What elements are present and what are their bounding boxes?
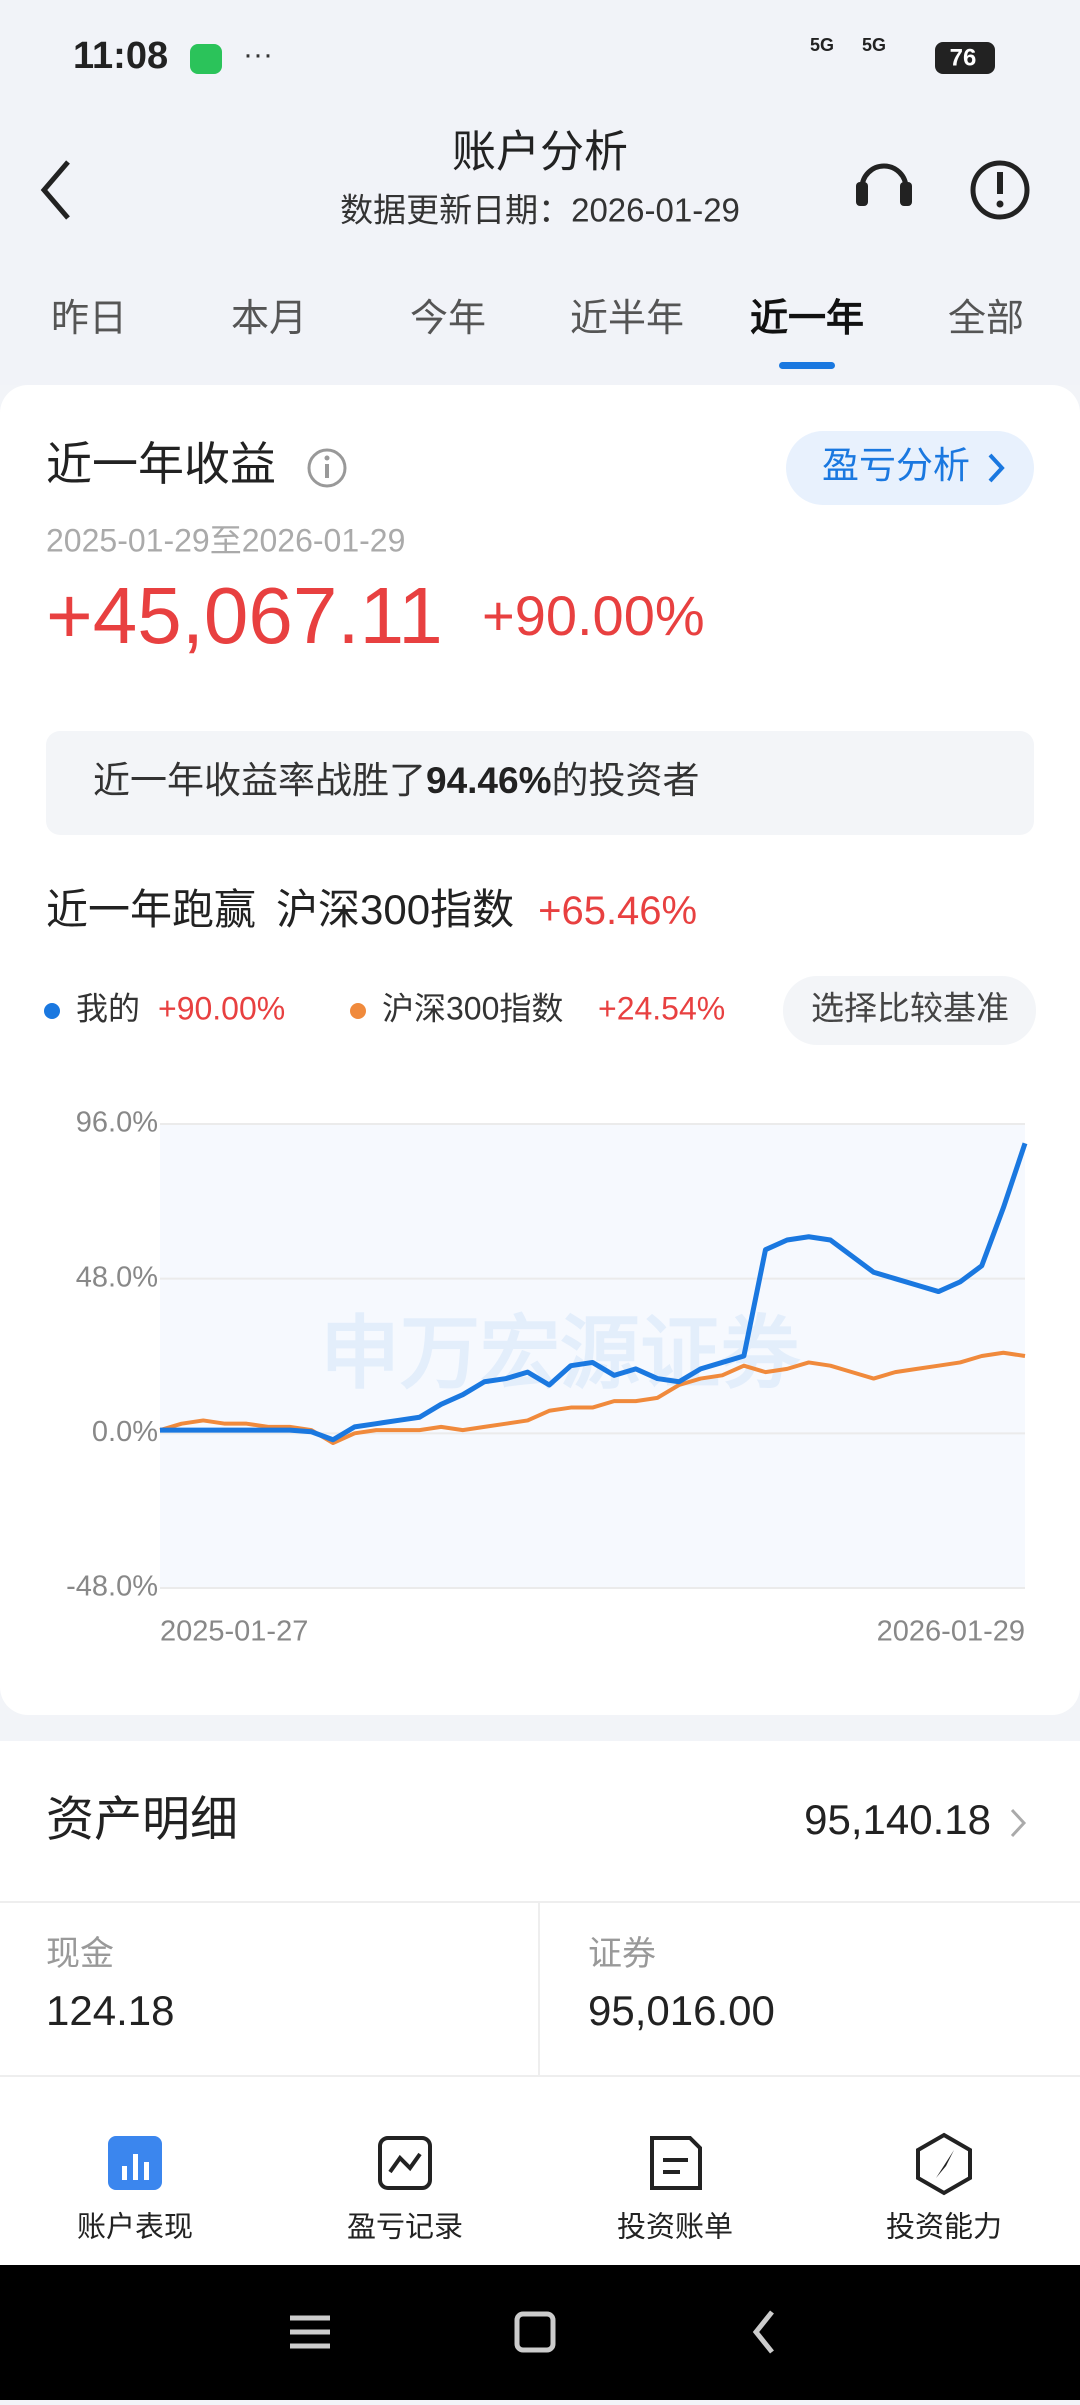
compare-value: +65.46%: [538, 889, 697, 933]
banner-value: 94.46%: [426, 760, 552, 801]
chevron[interactable]: [1010, 1808, 1027, 1838]
hint-icon[interactable]: [307, 448, 347, 488]
battery-level: 76: [950, 44, 977, 71]
legend-name: 沪深300指数: [382, 990, 563, 1026]
service-icon[interactable]: [856, 163, 912, 206]
legend-dot: [350, 1003, 366, 1019]
nav-label[interactable]: 盈亏记录: [347, 2212, 463, 2244]
info-icon[interactable]: [970, 160, 1030, 220]
system-nav: [0, 2265, 1080, 2400]
legend-value: +90.00%: [158, 990, 285, 1026]
signal: 5G: [810, 35, 834, 55]
tab[interactable]: 近一年: [750, 298, 864, 340]
analysis-button-label: 盈亏分析: [822, 445, 970, 486]
y-tick-label: 48.0%: [76, 1261, 158, 1293]
bottom-nav: [0, 2104, 1080, 2265]
assets-total: 95,140.18: [804, 1796, 991, 1843]
back-button[interactable]: [40, 160, 70, 220]
y-tick-label: 0.0%: [92, 1416, 158, 1448]
compare-benchmark: 沪深300指数: [276, 886, 514, 933]
chevron: [988, 453, 1005, 483]
legend-dot: [44, 1003, 60, 1019]
tab[interactable]: 本月: [231, 298, 307, 340]
benchmark-button-label: 选择比较基准: [811, 990, 1009, 1027]
nav-icon: [650, 2136, 702, 2190]
summary-title: 近一年收益: [46, 438, 276, 490]
battery: [935, 42, 995, 74]
nav-icon: [378, 2136, 432, 2190]
watermark: 申万宏源证券: [320, 1309, 801, 1398]
y-tick-label: 96.0%: [76, 1107, 158, 1139]
plot-area: [160, 1124, 1025, 1588]
legend-name: 我的: [76, 990, 140, 1026]
more-icon: ···: [243, 38, 273, 71]
benchmark-button[interactable]: [783, 976, 1036, 1045]
x-tick-label: 2025-01-27: [160, 1616, 308, 1648]
nav-icon: [108, 2136, 162, 2190]
y-tick-label: -48.0%: [66, 1571, 158, 1603]
profit-rate: +90.00%: [482, 584, 705, 647]
separator: [0, 1716, 1080, 1741]
nav-label[interactable]: 投资账单: [617, 2211, 733, 2244]
banner-suffix: 的投资者: [552, 760, 700, 801]
time: 11:08: [73, 35, 168, 77]
compare-label: 近一年跑赢: [46, 886, 256, 933]
tab-indicator: [779, 362, 835, 369]
tab[interactable]: 今年: [410, 298, 486, 340]
legend-value: +24.54%: [598, 990, 725, 1026]
profit: +45,067.11: [46, 571, 443, 660]
nav-icon: [916, 2132, 972, 2196]
page-title: 账户分析: [452, 128, 628, 177]
asset-value: 124.18: [46, 1987, 174, 2034]
banner-prefix: 近一年收益率战胜了: [93, 760, 426, 801]
x-tick-label: 2026-01-29: [877, 1616, 1025, 1648]
asset-value: 95,016.00: [588, 1987, 775, 2034]
compare-text: 近一年跑赢 沪深300指数 +65.46%: [46, 886, 697, 933]
asset-label: 证券: [588, 1935, 656, 1973]
update-date: 数据更新日期：2026-01-29: [340, 192, 740, 229]
tab[interactable]: 全部: [948, 298, 1024, 340]
tab[interactable]: 昨日: [51, 298, 127, 340]
system-buttons: [290, 2310, 774, 2354]
banner-text: 近一年收益率战胜了94.46%的投资者: [93, 760, 700, 801]
nav-label[interactable]: 账户表现: [77, 2211, 193, 2244]
tab[interactable]: 近半年: [570, 298, 684, 340]
asset-label: 现金: [46, 1935, 114, 1973]
wechat-icon: [190, 44, 222, 74]
date-range: 2025-01-29至2026-01-29: [46, 522, 405, 558]
banner: [46, 731, 1034, 835]
series-line: [160, 1142, 1028, 1443]
signal: 5G: [862, 35, 886, 55]
analysis-button[interactable]: [786, 431, 1034, 505]
nav-label[interactable]: 投资能力: [886, 2211, 1002, 2244]
assets-title: 资产明细: [46, 1794, 238, 1847]
